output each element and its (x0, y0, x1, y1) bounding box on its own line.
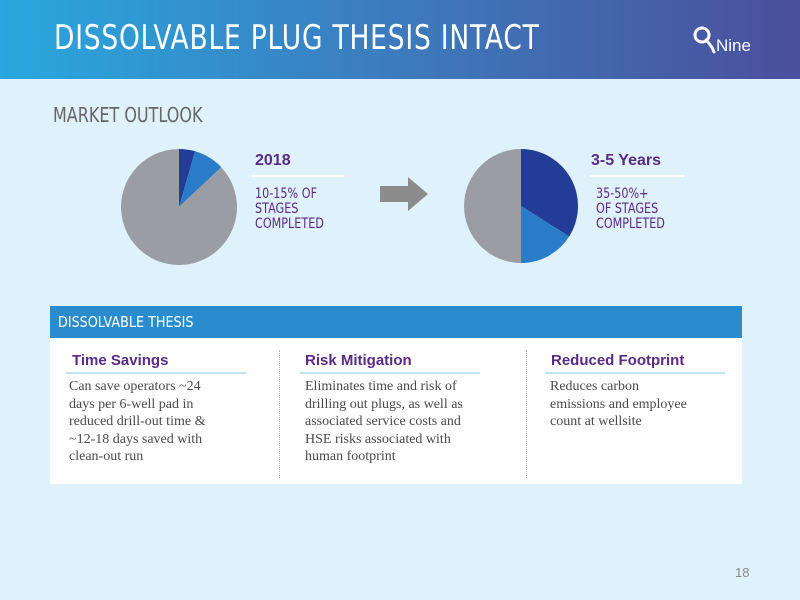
pie-chart-2018 (120, 149, 237, 265)
time-savings-rule (66, 372, 246, 374)
market-outlook-title: MARKET OUTLOOK (53, 103, 203, 127)
nine-logo-icon (693, 26, 716, 54)
pie-right-year: 3-5 Years (591, 152, 661, 169)
pie-slice-2 (464, 149, 521, 263)
pie-slice-0 (521, 149, 578, 237)
risk-mitigation-heading: Risk Mitigation (305, 352, 412, 369)
column-divider (526, 350, 527, 478)
time-savings-text: Can save operators ~24 days per 6-well p… (69, 379, 206, 464)
pie-chart-3-5-years (464, 149, 578, 263)
reduced-footprint-text: Reduces carbon emissions and employee co… (550, 379, 687, 429)
thesis-panel (50, 338, 742, 484)
pie-left-description: 10-15% OF STAGES COMPLETED (255, 186, 324, 232)
pie-left-year: 2018 (255, 152, 291, 169)
pie-slice-2 (120, 149, 237, 265)
pie-right-description: 35-50%+ OF STAGES COMPLETED (596, 186, 665, 232)
pie-slice-1 (179, 151, 222, 207)
right-arrow-icon (380, 177, 428, 211)
column-divider (279, 350, 280, 478)
thesis-header-title: DISSOLVABLE THESIS (58, 313, 194, 331)
pie-left-rule (252, 175, 344, 177)
page-number: 18 (735, 565, 750, 580)
risk-mitigation-text: Eliminates time and risk of drilling out… (305, 379, 463, 464)
risk-mitigation-rule (300, 372, 480, 374)
time-savings-heading: Time Savings (72, 352, 169, 369)
logo-text: Nine (716, 36, 751, 55)
page-title: DISSOLVABLE PLUG THESIS INTACT (54, 18, 540, 58)
reduced-footprint-heading: Reduced Footprint (551, 352, 685, 369)
header-banner (0, 0, 800, 79)
pie-right-rule (590, 175, 684, 177)
pie-slice-0 (179, 149, 196, 207)
pie-slice-1 (521, 206, 570, 263)
thesis-header-bar (50, 306, 742, 338)
reduced-footprint-rule (545, 372, 725, 374)
